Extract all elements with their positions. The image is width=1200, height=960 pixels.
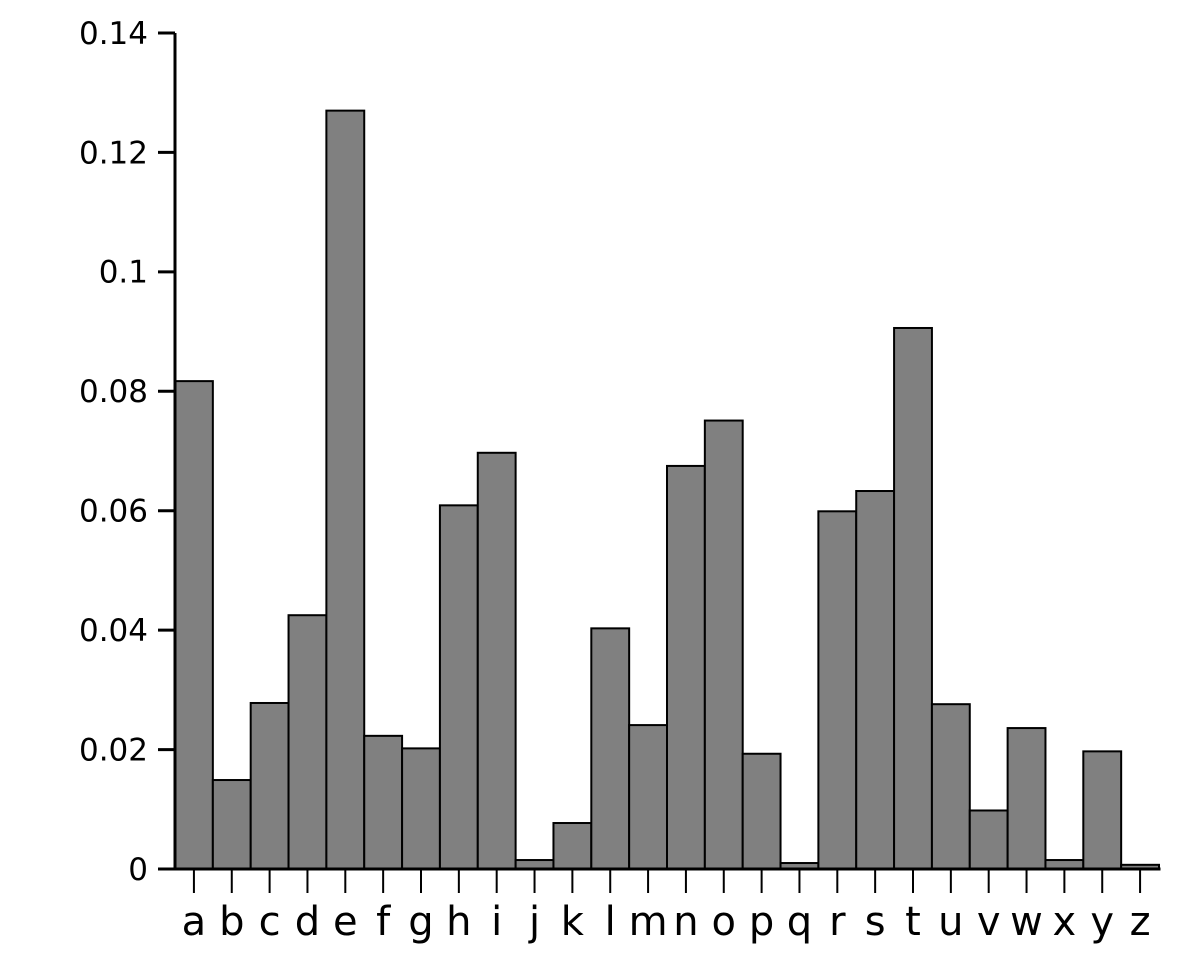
x-tick-label-f: f <box>376 899 391 945</box>
x-tick-label-n: n <box>673 899 698 945</box>
y-tick-label: 0.06 <box>79 494 148 530</box>
bar-i <box>476 451 517 870</box>
x-tick-label-x: x <box>1053 899 1077 945</box>
bar-f <box>363 734 404 871</box>
x-tick-label-t: t <box>905 899 921 945</box>
bar-n <box>666 464 706 870</box>
y-tick-label: 0 <box>128 852 148 888</box>
x-tick-label-r: r <box>829 899 846 945</box>
bar-v <box>968 809 1009 870</box>
x-tick-label-c: c <box>259 899 281 945</box>
bar-w <box>1006 727 1047 870</box>
y-tick-label: 0.04 <box>79 613 148 649</box>
x-tick-label-v: v <box>977 899 1001 945</box>
bar-s <box>855 490 896 870</box>
bar-m <box>628 724 669 871</box>
y-tick-label: 0.14 <box>79 16 148 52</box>
x-tick-label-j: j <box>528 899 540 945</box>
x-tick-label-y: y <box>1090 899 1114 945</box>
bar-o <box>703 419 744 870</box>
bar-e <box>325 109 366 870</box>
x-tick-label-d: d <box>295 899 320 945</box>
bar-g <box>401 747 441 871</box>
bar-d <box>287 614 328 871</box>
x-tick-label-z: z <box>1130 899 1151 945</box>
bar-r <box>817 510 858 870</box>
x-tick-label-b: b <box>219 899 244 945</box>
bar-y <box>1082 750 1123 870</box>
bar-t <box>893 326 933 870</box>
bar-h <box>438 504 479 870</box>
x-tick-label-p: p <box>749 899 774 945</box>
x-tick-label-l: l <box>605 899 616 945</box>
x-axis <box>173 867 1161 893</box>
y-tick-label: 0.02 <box>79 732 148 768</box>
y-tick-label: 0.08 <box>79 374 148 410</box>
bar-c <box>249 701 290 870</box>
bar-p <box>741 752 782 870</box>
x-tick-label-a: a <box>182 899 207 945</box>
y-tick-label: 0.1 <box>99 255 148 291</box>
x-tick-label-w: w <box>1010 899 1043 945</box>
bars <box>174 109 1161 871</box>
y-tick-labels: 0 0.02 0.04 0.06 0.08 0.1 0.12 0.14 <box>79 16 148 888</box>
bar-k <box>552 822 593 871</box>
x-tick-label-o: o <box>712 899 736 945</box>
x-tick-label-u: u <box>938 899 963 945</box>
x-tick-label-h: h <box>446 899 471 945</box>
y-tick-label: 0.12 <box>79 135 148 171</box>
x-tick-label-m: m <box>629 899 668 945</box>
x-tick-label-q: q <box>787 899 812 945</box>
x-tick-label-i: i <box>491 899 502 945</box>
bar-u <box>930 703 971 870</box>
x-tick-label-k: k <box>561 899 585 945</box>
x-tick-label-e: e <box>333 899 358 945</box>
x-tick-label-g: g <box>408 899 433 945</box>
y-axis <box>158 31 177 871</box>
bar-a <box>174 380 214 870</box>
bar-l <box>590 627 631 870</box>
x-tick-label-s: s <box>865 899 886 945</box>
bar-b <box>211 779 252 871</box>
